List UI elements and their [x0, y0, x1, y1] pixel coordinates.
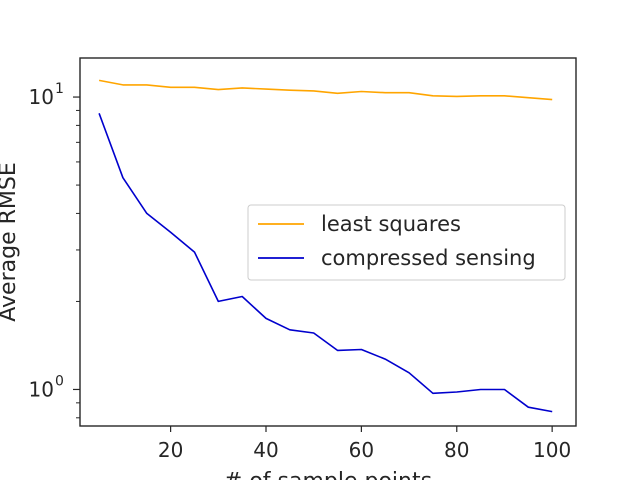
series-lines — [98, 79, 553, 413]
x-tick-label: 40 — [253, 438, 278, 462]
series-line-compressed-sensing — [98, 113, 553, 413]
y-axis-label: Average RMSE — [0, 162, 21, 321]
y-tick-label: 10 — [29, 85, 54, 109]
legend-label-least-squares: least squares — [321, 212, 461, 236]
x-tick-label: 20 — [158, 438, 183, 462]
legend-box — [247, 204, 566, 281]
y-tick-exponent: 0 — [55, 373, 64, 389]
plot-frame — [79, 57, 577, 427]
y-tick-exponent: 1 — [55, 81, 64, 97]
legend-label-compressed-sensing: compressed sensing — [321, 246, 536, 270]
series-line-least-squares — [98, 79, 553, 101]
x-tick-label: 100 — [533, 438, 571, 462]
x-tick-label: 60 — [349, 438, 374, 462]
x-axis-label: # of sample points — [224, 469, 432, 480]
x-tick-label: 80 — [444, 438, 469, 462]
y-tick-label: 10 — [29, 377, 54, 401]
legend: least squares compressed sensing — [247, 204, 566, 281]
